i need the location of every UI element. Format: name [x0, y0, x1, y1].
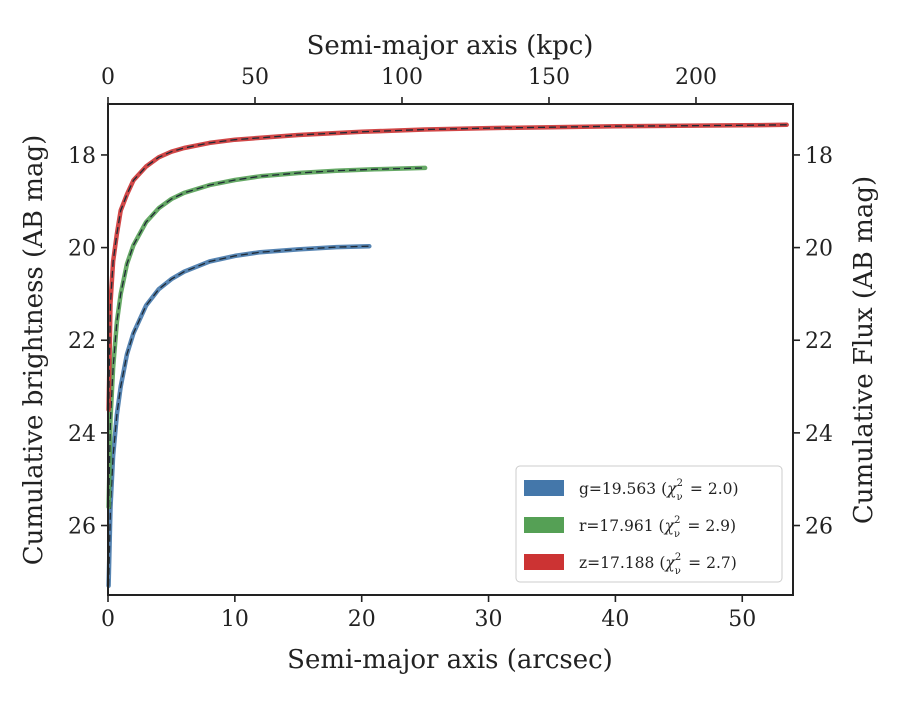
- legend-entry-g: g=19.563 (χν2 = 2.0): [524, 478, 739, 503]
- y-tick-label-18: 18: [68, 144, 96, 169]
- top-x-axis-label: Semi-major axis (kpc): [307, 31, 594, 61]
- x-axis-label: Semi-major axis (arcsec): [287, 645, 613, 675]
- series-band-z: [106, 122, 789, 412]
- legend: g=19.563 (χν2 = 2.0) r=17.961 (χν2 = 2.9…: [515, 465, 783, 583]
- y-tick-label-24: 24: [68, 422, 96, 447]
- series-band-g: [106, 243, 372, 588]
- top-x-tick-label-200: 200: [675, 65, 717, 90]
- x-tick-label-20: 20: [348, 607, 376, 632]
- y-tick-label-26: 26: [68, 515, 96, 540]
- x-tick-label-10: 10: [221, 607, 249, 632]
- series-band-r: [106, 165, 428, 510]
- x-tick-label-0: 0: [101, 607, 115, 632]
- top-x-tick-label-150: 150: [528, 65, 570, 90]
- x-tick-label-50: 50: [728, 607, 756, 632]
- legend-swatch-r: [524, 517, 564, 533]
- x-tick-label-30: 30: [475, 607, 503, 632]
- right-y-tick-label-26: 26: [805, 515, 833, 540]
- legend-swatch-g: [524, 480, 564, 496]
- top-x-tick-label-0: 0: [101, 65, 115, 90]
- right-y-tick-label-20: 20: [805, 237, 833, 262]
- y-axis-label: Cumulative brightness (AB mag): [19, 135, 49, 566]
- plot-frame: [107, 103, 794, 596]
- legend-entry-z: z=17.188 (χν2 = 2.7): [524, 552, 737, 577]
- legend-label-r-chi: 2.9: [705, 517, 730, 535]
- legend-label-z: z=17.188 (χν2 = 2.7): [579, 552, 737, 577]
- legend-label-r-prefix: r=17.961 (: [579, 517, 665, 535]
- curves-layer: [106, 122, 789, 588]
- legend-frame: [515, 465, 783, 583]
- legend-label-g: g=19.563 (χν2 = 2.0): [579, 478, 739, 503]
- y-tick-label-20: 20: [68, 237, 96, 262]
- y-tick-label-22: 22: [68, 329, 96, 354]
- top-x-tick-label-50: 50: [241, 65, 269, 90]
- legend-label-g-chi: 2.0: [708, 480, 733, 498]
- right-y-tick-label-22: 22: [805, 329, 833, 354]
- legend-label-r: r=17.961 (χν2 = 2.9): [579, 515, 736, 540]
- legend-label-z-prefix: z=17.188 (: [579, 554, 665, 572]
- series-model-z: [107, 124, 787, 410]
- legend-label-g-prefix: g=19.563 (: [579, 480, 667, 498]
- series-model-r: [107, 167, 426, 508]
- legend-label-z-chi: 2.7: [706, 554, 731, 572]
- legend-entry-r: r=17.961 (χν2 = 2.9): [524, 515, 736, 540]
- right-y-tick-label-18: 18: [805, 144, 833, 169]
- x-tick-label-40: 40: [601, 607, 629, 632]
- legend-swatch-z: [524, 554, 564, 570]
- right-y-tick-label-24: 24: [805, 422, 833, 447]
- right-y-axis-label: Cumulative Flux (AB mag): [849, 176, 879, 524]
- top-x-tick-label-100: 100: [381, 65, 423, 90]
- ticks-layer: 0 10 20 30 40 50 0 50 100 150 200 18 18 20 20 22 22 24 24 2…: [68, 65, 833, 632]
- series-model-g: [107, 245, 370, 586]
